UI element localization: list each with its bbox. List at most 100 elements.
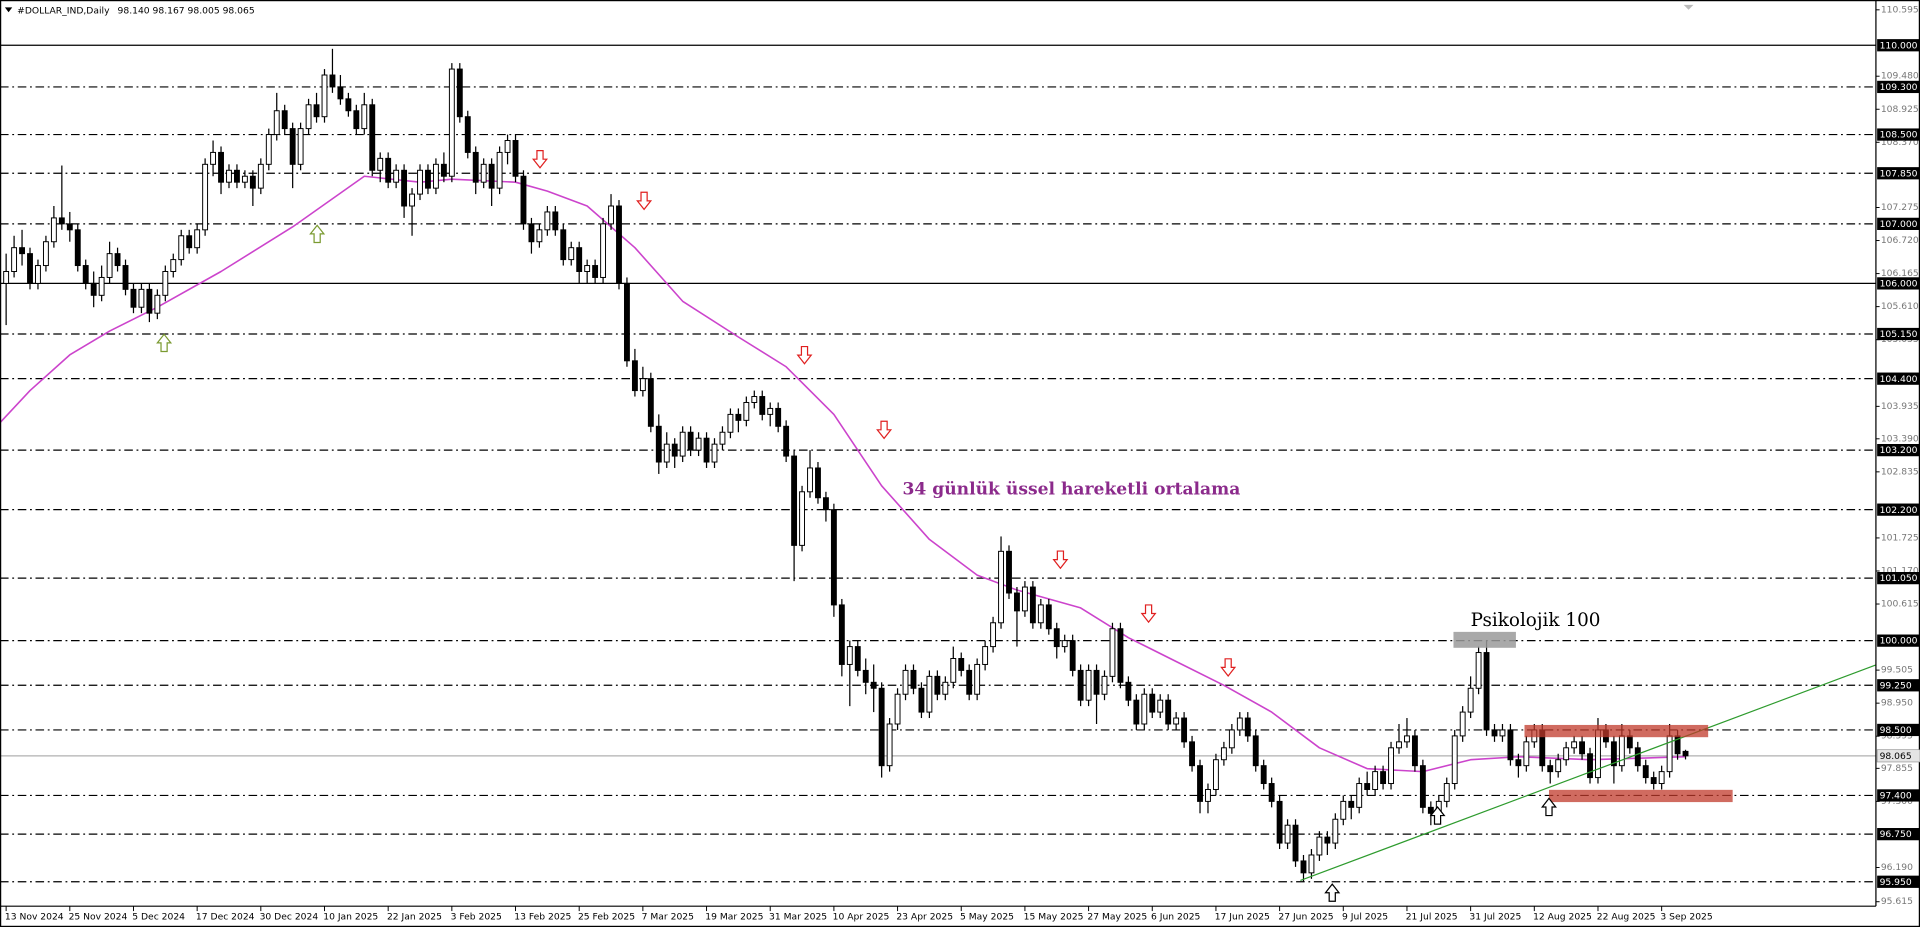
candle-body [146, 288, 153, 314]
x-tick-label: 25 Feb 2025 [578, 912, 635, 923]
y-tick-label: 97.855 [1881, 763, 1913, 774]
level-label-box [1877, 503, 1920, 516]
level-label: 103.200 [1880, 445, 1918, 456]
candle-body [1475, 652, 1482, 689]
candle-body [1133, 699, 1140, 725]
candle-body [838, 604, 845, 665]
y-tick-label: 98.395 [1881, 731, 1913, 742]
candle-body [1021, 586, 1028, 612]
level-label-box [1877, 277, 1920, 290]
level-label-box [1877, 875, 1920, 888]
chart-title: #DOLLAR_IND,Daily [17, 6, 110, 17]
x-tick-label: 9 Jul 2025 [1342, 912, 1388, 923]
candle-body [385, 157, 392, 183]
candle-body [568, 247, 575, 261]
candle-body [950, 658, 957, 683]
candle-body [536, 229, 543, 243]
candle-body [1260, 765, 1267, 785]
candle-body [878, 687, 885, 767]
candle-body [775, 407, 782, 427]
candle-body [1634, 747, 1641, 767]
candle-body [631, 360, 638, 392]
candle-body [552, 211, 559, 231]
candle-body [1340, 800, 1347, 820]
candle-body [194, 229, 201, 249]
candle-body [1499, 729, 1506, 737]
candle-body [35, 265, 41, 284]
x-tick-label: 19 Mar 2025 [705, 912, 763, 923]
x-tick-label: 30 Dec 2024 [260, 912, 319, 923]
candle-body [313, 104, 320, 118]
candle-body [464, 116, 471, 153]
level-label: 102.200 [1880, 505, 1918, 516]
y-tick-label: 108.370 [1881, 137, 1919, 148]
candle-body [210, 151, 217, 165]
x-tick-label: 3 Feb 2025 [451, 912, 502, 923]
candle-body [162, 271, 169, 296]
menu-triangle[interactable] [4, 7, 13, 13]
candle-body [19, 247, 25, 255]
y-tick-label: 107.275 [1881, 202, 1919, 213]
candle-body [488, 163, 495, 189]
candle-body [695, 437, 702, 451]
candle-body [369, 104, 376, 171]
x-tick-label: 25 Nov 2024 [69, 912, 128, 923]
highlight-box [1453, 631, 1516, 648]
x-tick-label: 13 Feb 2025 [514, 912, 571, 923]
candle-body [783, 425, 790, 457]
candle-body [1579, 741, 1586, 755]
candle-body [1364, 783, 1371, 790]
y-tick-label: 102.835 [1881, 466, 1919, 477]
level-label: 109.300 [1880, 82, 1918, 93]
level-label: 104.400 [1880, 374, 1918, 385]
candle-body [512, 140, 519, 177]
candle-body [1308, 854, 1315, 874]
level-label: 96.750 [1880, 829, 1912, 840]
y-tick-label: 101.170 [1881, 565, 1919, 576]
candle-body [998, 550, 1004, 624]
candle-body [1491, 729, 1498, 737]
x-tick-label: 13 Nov 2024 [5, 912, 64, 923]
candle-body [440, 163, 447, 177]
current-price-label: 98.065 [1880, 751, 1912, 762]
x-tick-label: 31 Jul 2025 [1469, 912, 1521, 923]
candle-body [544, 211, 551, 231]
candle-body [815, 467, 821, 499]
x-tick-label: 17 Dec 2024 [196, 912, 255, 923]
candle-body [74, 229, 81, 267]
candle-body [1332, 818, 1339, 844]
x-tick-label: 6 Jun 2025 [1151, 912, 1201, 923]
candle-body [98, 276, 105, 296]
level-label-box [1877, 217, 1920, 230]
candle-body [974, 663, 981, 695]
y-tick-label: 98.950 [1881, 698, 1913, 709]
candle-body [1324, 836, 1331, 844]
candle-body [639, 378, 646, 392]
candle-body [337, 86, 344, 100]
candle-body [647, 378, 654, 427]
candle-body [1411, 735, 1418, 767]
candle-body [138, 288, 145, 308]
level-label: 98.500 [1880, 725, 1912, 736]
candle-body [1682, 750, 1689, 757]
candle-body [1443, 783, 1450, 802]
level-label: 101.050 [1880, 573, 1918, 584]
candle-body [990, 622, 997, 648]
level-label: 107.850 [1880, 168, 1918, 179]
x-tick-label: 5 Dec 2024 [132, 912, 185, 923]
candle-body [1523, 741, 1530, 767]
candle-body [1077, 669, 1084, 701]
axes-layer: 110.595 109.480 108.925 108.370 107.275 106.7… [5, 4, 1920, 923]
candle-body [663, 443, 670, 463]
x-tick-label: 22 Jan 2025 [387, 912, 442, 923]
level-label-box [1877, 634, 1920, 647]
x-tick-label: 3 Sep 2025 [1660, 912, 1712, 923]
candle-body [409, 193, 415, 207]
candle-body [1507, 729, 1514, 761]
candle-body [870, 681, 877, 689]
candle-body [11, 247, 18, 272]
level-label: 110.000 [1880, 40, 1918, 51]
level-label: 108.500 [1880, 130, 1918, 141]
candle-body [886, 723, 893, 767]
